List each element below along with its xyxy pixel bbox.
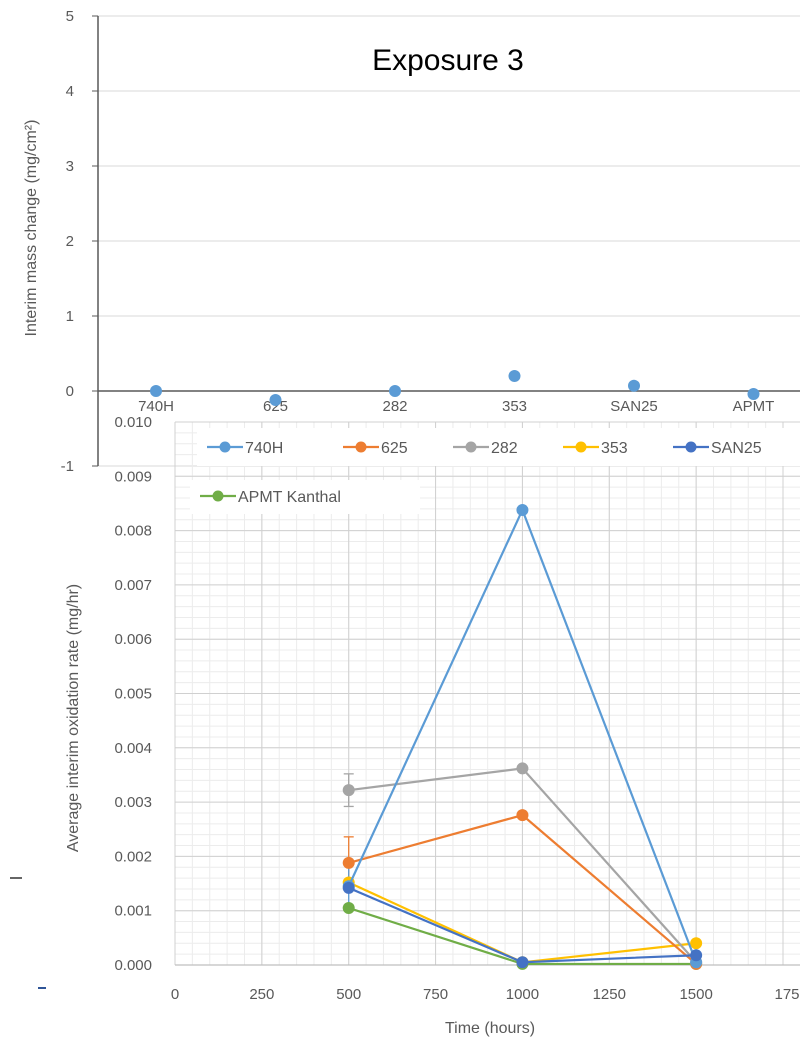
- legend-label: SAN25: [711, 440, 762, 457]
- bottom-y-tick-label: 0.005: [114, 686, 152, 703]
- legend-swatch-marker: [219, 441, 231, 453]
- bottom-data-point: [516, 809, 529, 822]
- bottom-x-tick-label: 250: [249, 986, 274, 1003]
- bottom-y-tick-label: 0.002: [114, 848, 152, 865]
- bottom-chart: 0.000 0.001 0.002 0.003 0.004 0.005 0.006 0.007…: [65, 414, 800, 1037]
- bottom-y-tick-label: 0.001: [114, 903, 152, 920]
- top-category-label: 353: [502, 398, 527, 415]
- bottom-legend: 740H 625 282 353 SAN25 APMT Kanthal: [190, 428, 800, 514]
- bottom-y-tick-label: 0.007: [114, 577, 152, 594]
- bottom-x-tick-label: 0: [171, 986, 179, 1003]
- top-category-label: APMT: [733, 398, 775, 415]
- bottom-y-tick-label: 0.006: [114, 631, 152, 648]
- top-points: [150, 370, 760, 406]
- top-category-label: 740H: [138, 398, 174, 415]
- top-category-label: SAN25: [610, 398, 658, 415]
- top-data-point: [389, 385, 401, 397]
- bottom-y-tick-label: 0.009: [114, 468, 152, 485]
- legend-label: 740H: [245, 440, 283, 457]
- bottom-data-point: [342, 881, 355, 894]
- legend-label: 353: [601, 440, 628, 457]
- top-y-tick-label: 1: [66, 308, 74, 325]
- legend-swatch-marker: [465, 441, 477, 453]
- bottom-series: [342, 503, 703, 970]
- bottom-data-point: [342, 901, 355, 914]
- bottom-x-tick-label: 750: [423, 986, 448, 1003]
- bottom-data-point: [516, 503, 529, 516]
- bottom-data-point: [342, 784, 355, 797]
- top-y-tick-label: 3: [66, 158, 74, 175]
- bottom-y-tick-label: 0.000: [114, 957, 152, 974]
- legend-swatch-marker: [212, 490, 224, 502]
- bottom-x-tick-label: 175: [774, 986, 799, 1003]
- top-y-tick-label: -1: [61, 458, 74, 475]
- bottom-y-tick-label: 0.004: [114, 740, 152, 757]
- bottom-data-point: [690, 949, 703, 962]
- legend-label: APMT Kanthal: [238, 489, 341, 506]
- top-data-point: [628, 379, 640, 392]
- bottom-x-tick-label: 1250: [593, 986, 626, 1003]
- bottom-y-tick-label: 0.008: [114, 523, 152, 540]
- top-y-tick-label: 2: [66, 233, 74, 250]
- top-y-ticks: 5 4 3 2 1 0 -1: [61, 8, 98, 475]
- top-category-label: 625: [263, 398, 288, 415]
- bottom-data-point: [342, 856, 355, 869]
- bottom-data-point: [690, 937, 703, 950]
- legend-label: 282: [491, 440, 518, 457]
- bottom-y-axis-label: Average interim oxidation rate (mg/hr): [65, 584, 82, 852]
- top-chart-title: Exposure 3: [372, 44, 524, 77]
- top-data-point: [269, 394, 282, 406]
- legend-swatch-marker: [685, 441, 697, 453]
- legend-swatch-marker: [355, 441, 367, 453]
- bottom-y-tick-label: 0.003: [114, 794, 152, 811]
- top-data-point: [508, 370, 521, 382]
- top-data-point: [150, 385, 162, 397]
- bottom-x-axis-label: Time (hours): [445, 1020, 535, 1037]
- top-gridlines: [98, 15, 800, 467]
- legend-label: 625: [381, 440, 408, 457]
- bottom-x-tick-label: 500: [336, 986, 361, 1003]
- top-y-tick-label: 5: [66, 8, 74, 25]
- bottom-x-ticks: 0 250 500 750 1000 1250 1500 175: [171, 986, 800, 1003]
- bottom-x-tick-label: 1000: [506, 986, 539, 1003]
- bottom-data-point: [516, 956, 529, 969]
- top-y-tick-label: 0: [66, 383, 74, 400]
- top-category-label: 282: [382, 398, 407, 415]
- legend-swatch-marker: [575, 441, 587, 453]
- top-y-axis-label: Interim mass change (mg/cm²): [23, 120, 40, 337]
- top-y-tick-label: 4: [66, 83, 74, 100]
- top-data-point: [747, 388, 760, 400]
- bottom-data-point: [516, 762, 529, 775]
- bottom-y-tick-label: 0.010: [114, 414, 152, 431]
- bottom-y-ticks: 0.000 0.001 0.002 0.003 0.004 0.005 0.006 0.007…: [114, 414, 152, 974]
- bottom-x-tick-label: 1500: [679, 986, 712, 1003]
